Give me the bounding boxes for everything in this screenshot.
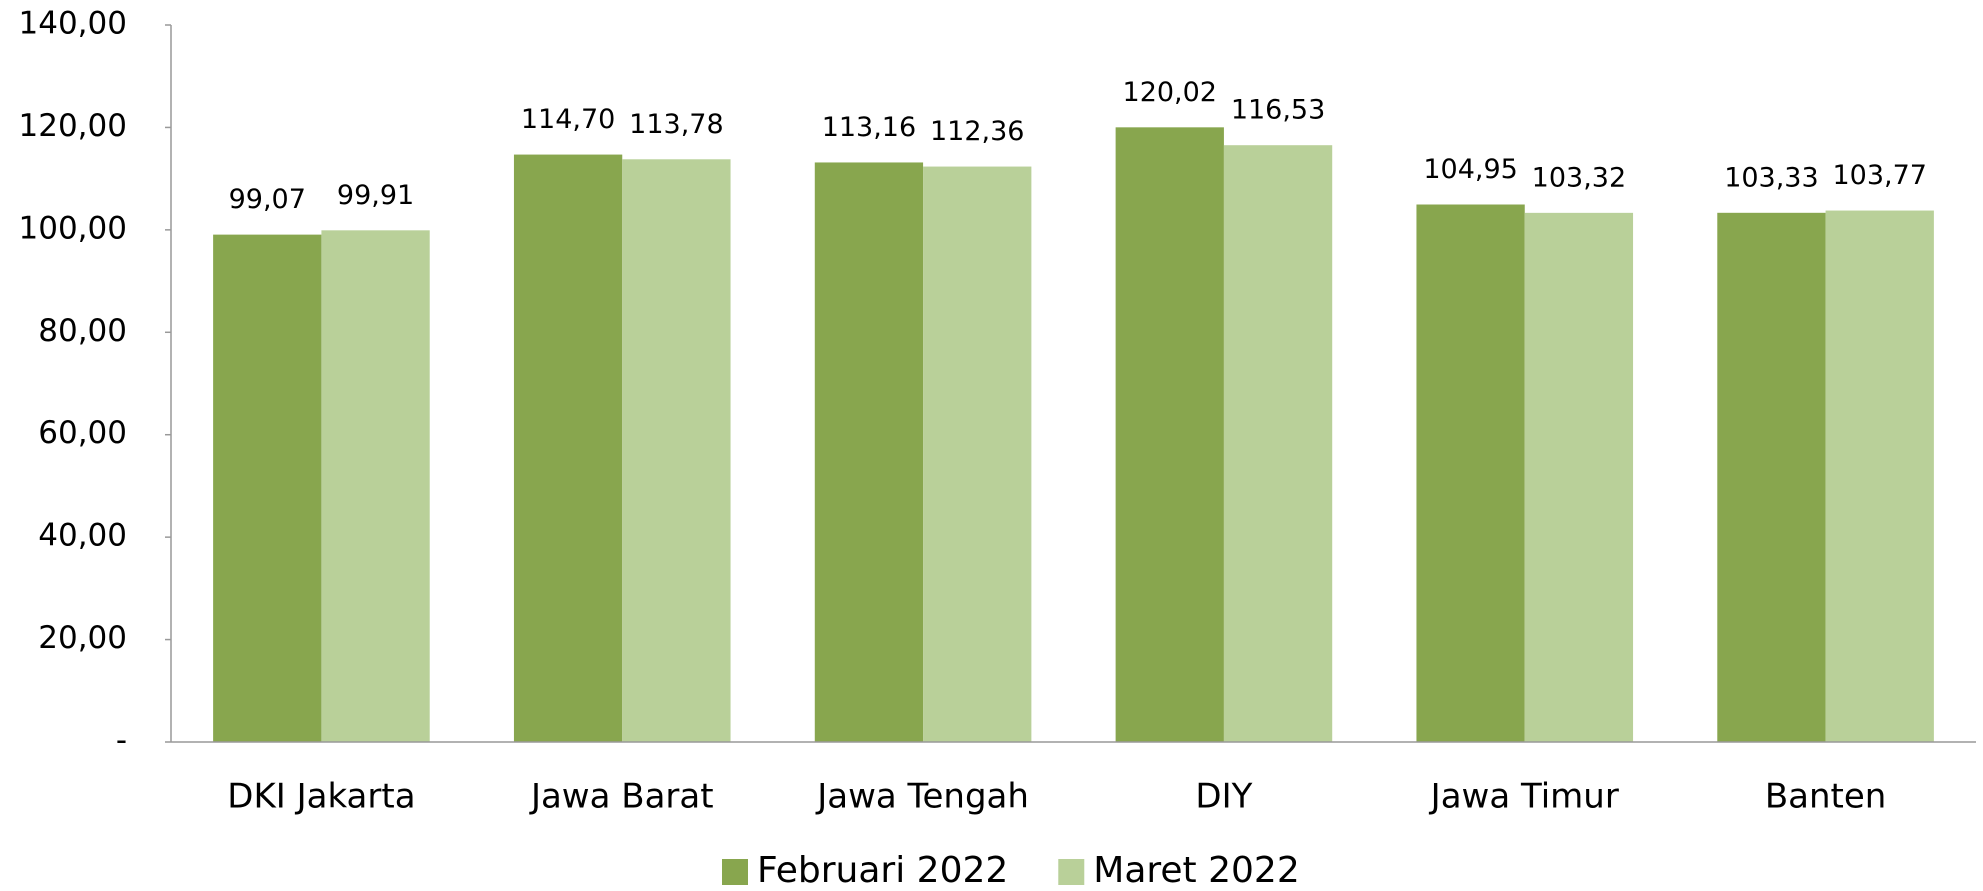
- bar: [213, 234, 322, 743]
- x-tick-label: DKI Jakarta: [227, 777, 415, 817]
- value-label: 116,53: [1231, 95, 1325, 126]
- legend-label: Februari 2022: [757, 850, 1008, 891]
- legend-swatch: [722, 859, 748, 885]
- value-label: 114,70: [521, 104, 615, 135]
- bar: [923, 166, 1032, 743]
- bar: [1825, 210, 1934, 742]
- value-label: 103,32: [1532, 162, 1626, 193]
- bar: [1717, 212, 1826, 742]
- x-tick-label: DIY: [1195, 777, 1252, 817]
- y-tick-label: 40,00: [38, 518, 127, 554]
- y-tick-label: 20,00: [38, 620, 127, 656]
- legend-swatch: [1058, 859, 1085, 885]
- bar: [1223, 145, 1333, 742]
- bar: [1416, 204, 1525, 742]
- value-label: 120,02: [1123, 77, 1217, 108]
- y-tick-label: 80,00: [38, 313, 127, 349]
- legend-label: Maret 2022: [1093, 850, 1299, 891]
- y-tick-label: 120,00: [19, 108, 127, 144]
- bar: [321, 230, 430, 743]
- bar: [1115, 127, 1224, 742]
- y-tick-label: 140,00: [19, 6, 127, 42]
- bar: [622, 159, 731, 742]
- x-tick-label: Jawa Barat: [529, 777, 714, 817]
- x-tick-label: Jawa Timur: [1429, 777, 1619, 817]
- value-label: 113,78: [629, 109, 723, 140]
- bar: [814, 162, 924, 743]
- value-label: 99,91: [337, 180, 414, 211]
- bar: [1524, 212, 1634, 742]
- value-label: 99,07: [229, 184, 306, 215]
- bar: [513, 154, 623, 742]
- value-label: 112,36: [930, 116, 1024, 147]
- y-tick-label: 100,00: [19, 210, 127, 246]
- y-tick-label: -: [116, 723, 127, 759]
- y-tick-label: 60,00: [38, 415, 127, 451]
- value-label: 113,16: [822, 112, 916, 143]
- value-label: 103,77: [1832, 160, 1926, 191]
- x-tick-label: Jawa Tengah: [815, 777, 1029, 817]
- x-tick-label: Banten: [1765, 777, 1887, 817]
- value-label: 104,95: [1423, 154, 1517, 185]
- value-label: 103,33: [1724, 162, 1818, 193]
